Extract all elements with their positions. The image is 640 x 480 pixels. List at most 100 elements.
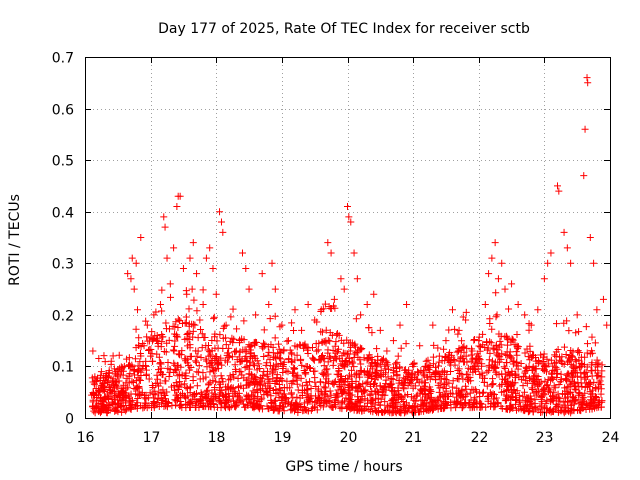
data-point: [210, 366, 218, 374]
data-point: [456, 369, 464, 377]
data-point: [150, 311, 158, 319]
data-point: [321, 384, 329, 392]
data-point: [456, 400, 464, 408]
data-point: [288, 319, 296, 327]
data-point: [493, 349, 501, 357]
data-point: [148, 337, 156, 345]
data-point: [142, 370, 150, 378]
data-point: [193, 307, 201, 315]
data-point: [322, 326, 330, 334]
data-point: [90, 407, 98, 415]
data-point: [233, 398, 241, 406]
data-point: [582, 368, 590, 376]
data-point: [246, 350, 254, 358]
data-point: [193, 352, 201, 360]
data-point: [178, 371, 186, 379]
data-point: [199, 286, 207, 294]
data-point: [291, 342, 299, 350]
data-point: [119, 364, 127, 372]
data-point: [271, 404, 279, 412]
data-point: [93, 404, 101, 412]
data-point: [576, 390, 584, 398]
data-point: [371, 376, 379, 384]
data-point: [170, 244, 178, 252]
data-point: [547, 249, 555, 257]
data-point: [479, 388, 487, 396]
data-point: [128, 254, 136, 262]
data-point: [333, 330, 341, 338]
data-point: [105, 403, 113, 411]
data-point: [365, 324, 373, 332]
data-point: [522, 363, 530, 371]
data-point: [376, 326, 384, 334]
data-point: [293, 380, 301, 388]
data-point: [326, 387, 334, 395]
data-point: [104, 372, 112, 380]
data-point: [235, 353, 243, 361]
data-point: [180, 380, 188, 388]
y-tick-label: 0.4: [52, 206, 74, 222]
data-point: [567, 409, 575, 417]
data-point: [172, 367, 180, 375]
data-point: [174, 386, 182, 394]
data-point: [332, 355, 340, 363]
data-point: [494, 358, 502, 366]
data-point: [347, 343, 355, 351]
data-point: [508, 335, 516, 343]
data-point: [496, 337, 504, 345]
data-point: [519, 372, 527, 380]
data-point: [251, 362, 259, 370]
data-point: [156, 359, 164, 367]
data-point: [205, 352, 213, 360]
data-point: [547, 356, 555, 364]
data-point: [505, 305, 513, 313]
x-tick-label: 17: [143, 430, 161, 446]
data-point: [298, 326, 306, 334]
data-point: [547, 398, 555, 406]
data-point: [342, 394, 350, 402]
data-point: [327, 354, 335, 362]
data-point: [337, 385, 345, 393]
data-point: [513, 351, 521, 359]
data-point: [142, 317, 150, 325]
data-point: [521, 388, 529, 396]
data-point: [563, 371, 571, 379]
data-point: [363, 301, 371, 309]
data-point: [309, 343, 316, 351]
data-point: [218, 218, 225, 226]
data-point: [185, 322, 193, 330]
data-point: [546, 388, 554, 396]
data-point: [136, 365, 144, 373]
data-point: [501, 379, 509, 387]
data-point: [354, 384, 362, 392]
data-point: [378, 386, 386, 394]
data-point: [321, 355, 329, 363]
data-point: [554, 346, 562, 354]
data-point: [161, 223, 169, 231]
data-point: [350, 404, 358, 412]
data-point: [532, 405, 540, 413]
data-point: [148, 357, 156, 365]
data-point: [173, 203, 181, 211]
data-point: [340, 362, 348, 370]
data-point: [379, 391, 387, 399]
data-point: [462, 370, 470, 378]
data-point: [265, 405, 273, 413]
data-point: [470, 336, 478, 344]
data-point: [572, 329, 580, 337]
data-point: [352, 377, 360, 385]
data-point: [555, 381, 563, 389]
data-point: [296, 341, 304, 349]
data-point: [310, 356, 318, 364]
data-point: [241, 403, 249, 411]
data-point: [509, 336, 517, 344]
data-point: [224, 398, 232, 406]
data-point: [467, 396, 475, 404]
data-point: [107, 357, 115, 365]
data-point: [289, 369, 297, 377]
data-point: [521, 349, 529, 357]
data-point: [171, 396, 179, 404]
data-point: [336, 404, 344, 412]
data-point: [594, 371, 602, 379]
data-point: [304, 407, 312, 415]
